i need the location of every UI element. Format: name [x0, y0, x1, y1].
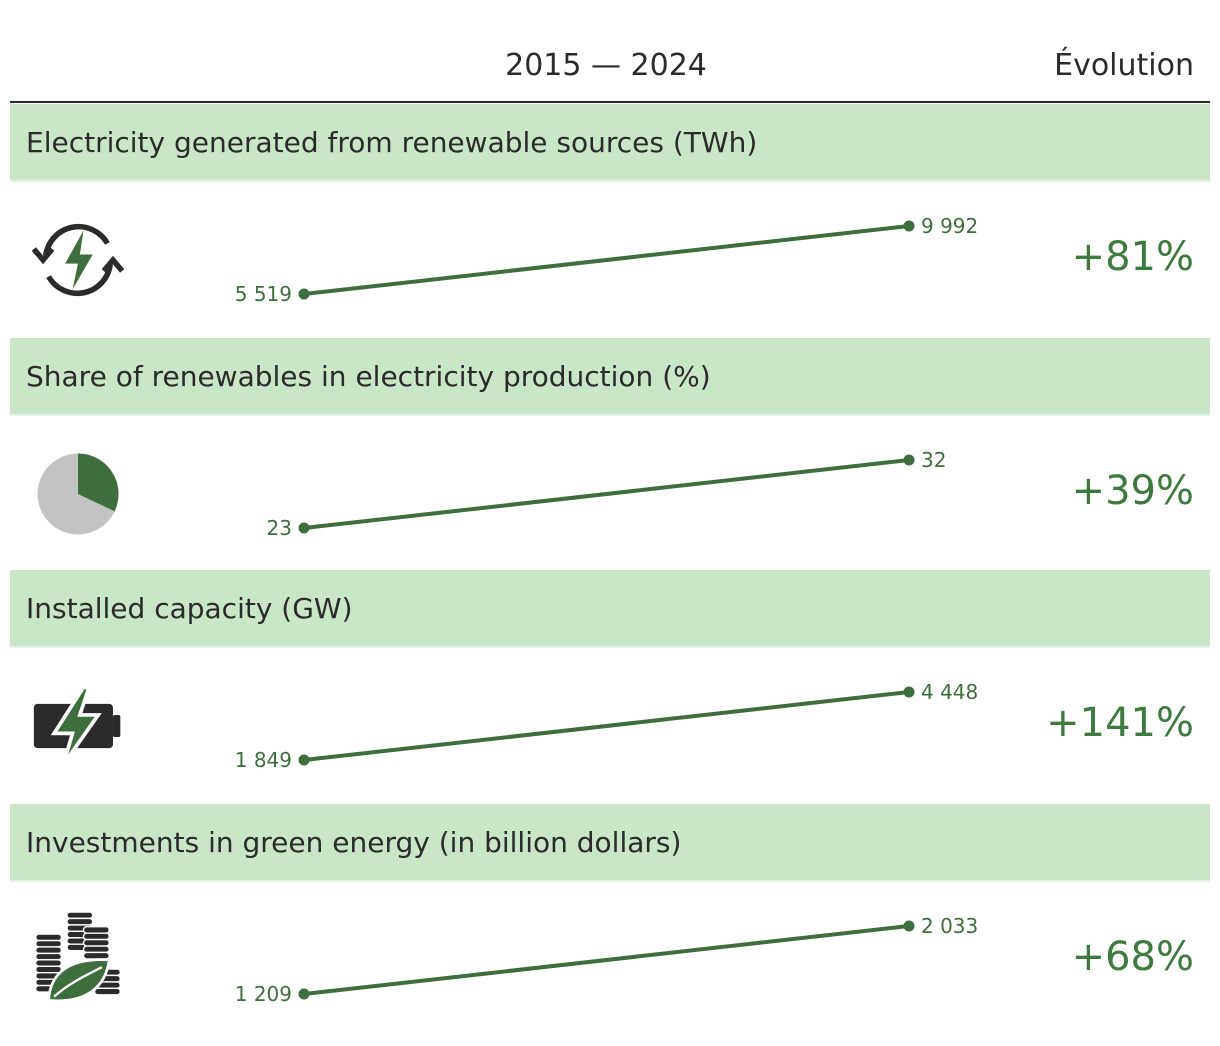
- header-rule: [10, 101, 1210, 103]
- metric-band-share: Share of renewables in electricity produ…: [10, 338, 1210, 416]
- pie-chart-icon: [37, 453, 119, 535]
- metric-band-electricity: Electricity generated from renewable sou…: [10, 104, 1210, 182]
- label-end: 2 033: [921, 914, 978, 938]
- evolution-value: +39%: [1071, 468, 1194, 514]
- period-header: 2015 — 2024: [505, 48, 707, 83]
- metric-row-electricity: 5 519 9 992 +81%: [10, 184, 1210, 338]
- battery-charge-icon: [33, 685, 121, 766]
- metric-row-investment: 1 209 2 033 +68%: [10, 884, 1210, 1038]
- evolution-value: +141%: [1046, 700, 1194, 746]
- label-end: 9 992: [921, 214, 978, 238]
- label-start: 23: [267, 516, 292, 540]
- series-line: [303, 690, 910, 762]
- metric-row-capacity: 1 849 4 448 +141%: [10, 650, 1210, 804]
- series-line: [303, 458, 910, 530]
- evolution-value: +81%: [1071, 234, 1194, 280]
- point-end: [903, 920, 915, 932]
- metric-band-investment: Investments in green energy (in billion …: [10, 804, 1210, 882]
- series-line: [303, 224, 910, 296]
- label-end: 4 448: [921, 680, 978, 704]
- sparkline-electricity: 5 519 9 992: [235, 214, 979, 306]
- label-end: 32: [921, 448, 946, 472]
- metric-title: Installed capacity (GW): [26, 592, 353, 625]
- metric-title: Investments in green energy (in billion …: [26, 826, 682, 859]
- sparkline-capacity: 1 849 4 448: [235, 680, 979, 772]
- point-start: [298, 754, 310, 766]
- sparkline-share: 23 32: [267, 448, 947, 540]
- metric-title: Share of renewables in electricity produ…: [26, 360, 711, 393]
- evolution-header: Évolution: [1054, 48, 1194, 83]
- series-line: [303, 924, 910, 996]
- point-end: [903, 686, 915, 698]
- sparkline-investment: 1 209 2 033: [235, 914, 979, 1006]
- metric-row-share: 23 32 +39%: [10, 418, 1210, 572]
- metric-band-capacity: Installed capacity (GW): [10, 570, 1210, 648]
- metric-title: Electricity generated from renewable sou…: [26, 126, 758, 159]
- coins-leaf-icon: [34, 912, 122, 1003]
- point-end: [903, 220, 915, 232]
- label-start: 5 519: [235, 282, 292, 306]
- evolution-value: +68%: [1071, 934, 1194, 980]
- point-start: [298, 522, 310, 534]
- label-start: 1 849: [235, 748, 292, 772]
- renewable-energy-icon: [32, 223, 124, 297]
- label-start: 1 209: [235, 982, 292, 1006]
- point-start: [298, 288, 310, 300]
- point-start: [298, 988, 310, 1000]
- point-end: [903, 454, 915, 466]
